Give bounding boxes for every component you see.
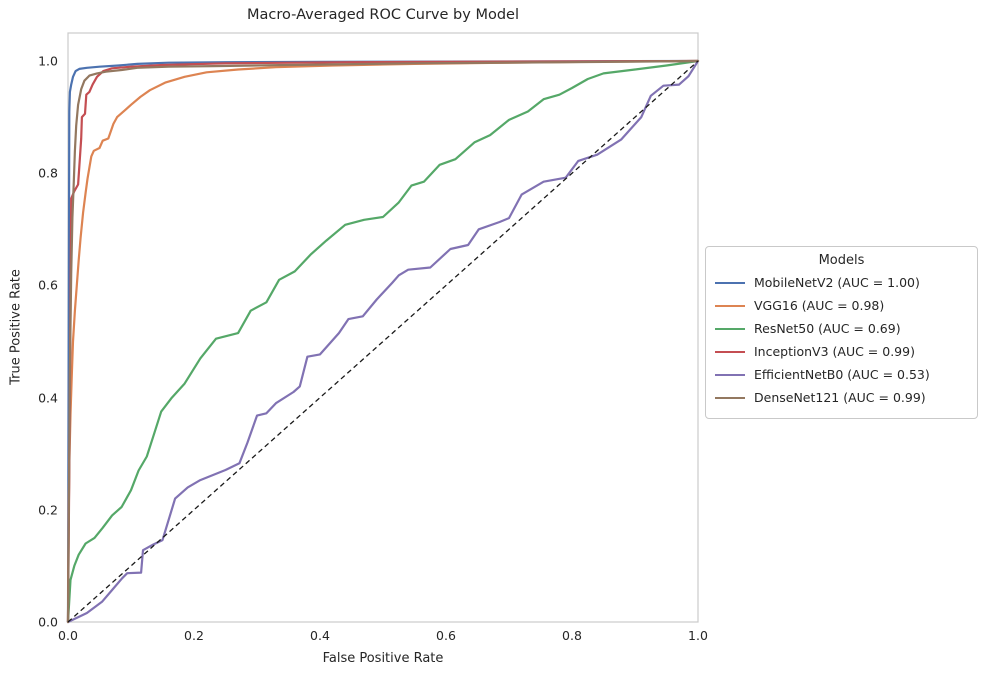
axes-spines xyxy=(67,32,699,623)
y-tick-label: 0.8 xyxy=(38,165,58,181)
x-tick-label: 0.0 xyxy=(58,628,78,643)
legend-item-vgg16: VGG16 (AUC = 0.98) xyxy=(706,294,977,317)
legend-item-mobilenetv2: MobileNetV2 (AUC = 1.00) xyxy=(706,271,977,294)
legend-item-label: InceptionV3 (AUC = 0.99) xyxy=(754,344,915,359)
chance-diagonal-line xyxy=(67,60,699,623)
roc-curve-densenet121 xyxy=(66,59,700,624)
chart-title: Macro-Averaged ROC Curve by Model xyxy=(247,7,519,23)
legend-item-inceptionv3: InceptionV3 (AUC = 0.99) xyxy=(706,340,977,363)
legend-line-swatch xyxy=(715,396,745,399)
legend-line-swatch xyxy=(715,327,745,330)
legend-line-swatch xyxy=(715,281,745,284)
legend: Models MobileNetV2 (AUC = 1.00) VGG16 (AU… xyxy=(705,246,978,419)
roc-curve-vgg16 xyxy=(66,59,700,624)
x-tick-label: 0.4 xyxy=(310,628,330,643)
legend-item-label: EfficientNetB0 (AUC = 0.53) xyxy=(754,367,930,382)
x-tick-label: 0.2 xyxy=(184,628,204,643)
x-tick-label: 0.6 xyxy=(436,628,456,643)
legend-item-label: VGG16 (AUC = 0.98) xyxy=(754,298,885,313)
roc-curve-resnet50 xyxy=(66,59,700,624)
legend-item-label: ResNet50 (AUC = 0.69) xyxy=(754,321,901,336)
legend-item-resnet50: ResNet50 (AUC = 0.69) xyxy=(706,317,977,340)
y-tick-label: 0.2 xyxy=(38,502,58,518)
x-axis-label: False Positive Rate xyxy=(322,651,444,666)
legend-item-efficientnetb0: EfficientNetB0 (AUC = 0.53) xyxy=(706,363,977,386)
y-axis-label: True Positive Rate xyxy=(8,269,24,385)
legend-line-swatch xyxy=(715,350,745,353)
x-tick-label: 0.8 xyxy=(562,628,582,643)
legend-item-label: MobileNetV2 (AUC = 1.00) xyxy=(754,275,920,290)
legend-item-label: DenseNet121 (AUC = 0.99) xyxy=(754,390,926,405)
x-tick-label: 1.0 xyxy=(688,628,708,643)
legend-line-swatch xyxy=(715,373,745,376)
legend-title: Models xyxy=(818,253,865,268)
y-tick-label: 1.0 xyxy=(38,53,58,69)
legend-items: MobileNetV2 (AUC = 1.00) VGG16 (AUC = 0.9… xyxy=(706,271,977,409)
y-tick-label: 0.4 xyxy=(38,390,58,406)
roc-curve-inceptionv3 xyxy=(66,59,700,624)
y-tick-label: 0.6 xyxy=(38,277,58,293)
roc-curve-efficientnetb0 xyxy=(66,59,700,624)
legend-item-densenet121: DenseNet121 (AUC = 0.99) xyxy=(706,386,977,409)
y-tick-label: 0.0 xyxy=(38,614,58,630)
legend-line-swatch xyxy=(715,304,745,307)
